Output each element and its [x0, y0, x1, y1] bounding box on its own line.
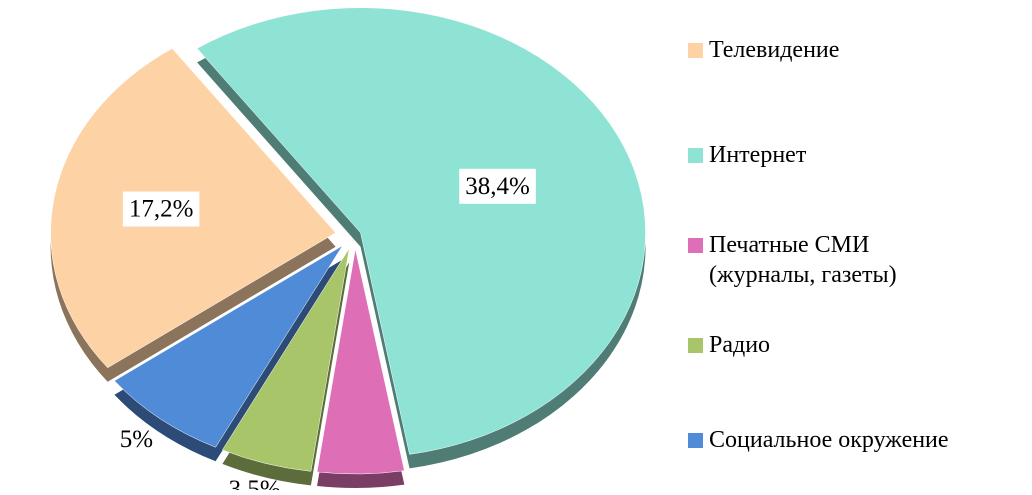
slice: [114, 245, 343, 448]
legend-swatch: [688, 338, 703, 353]
data-label: 5%: [120, 426, 153, 453]
data-label: 3,5%: [229, 476, 281, 490]
legend-label: Радио: [709, 332, 771, 358]
legend: Телевидение Интернет Печатные СМИ (журналы…: [688, 0, 1028, 490]
legend-swatch: [688, 433, 703, 448]
data-label-group: 5%: [120, 426, 153, 453]
legend-item: Телевидение: [688, 35, 839, 65]
legend-swatch: [688, 238, 703, 253]
data-label: 38,4%: [465, 173, 530, 200]
legend-item: Социальное окружение: [688, 425, 949, 455]
legend-label: Социальное окружение: [709, 427, 949, 453]
chart: 38,4%3,3%3,5%5%17,2%: [50, 7, 646, 495]
legend-label: Телевидение: [709, 37, 840, 63]
legend-label: Интернет: [709, 142, 807, 168]
legend-swatch: [688, 43, 703, 58]
slice: [196, 7, 646, 455]
legend-item: Интернет: [688, 140, 806, 170]
data-label-group: 17,2%: [122, 191, 200, 227]
slice: [316, 248, 405, 475]
label-box: [459, 168, 536, 204]
label-box: [122, 191, 200, 227]
legend-item: Радио: [688, 330, 770, 360]
legend-label: Печатные СМИ (журналы, газеты): [709, 232, 897, 288]
legend-swatch: [688, 148, 703, 163]
slice: [222, 248, 350, 472]
legend-item: Печатные СМИ (журналы, газеты): [688, 230, 949, 290]
data-label-group: 38,4%: [459, 168, 536, 204]
data-label-group: 3,5%: [229, 476, 281, 495]
data-label: 17,2%: [129, 196, 194, 223]
